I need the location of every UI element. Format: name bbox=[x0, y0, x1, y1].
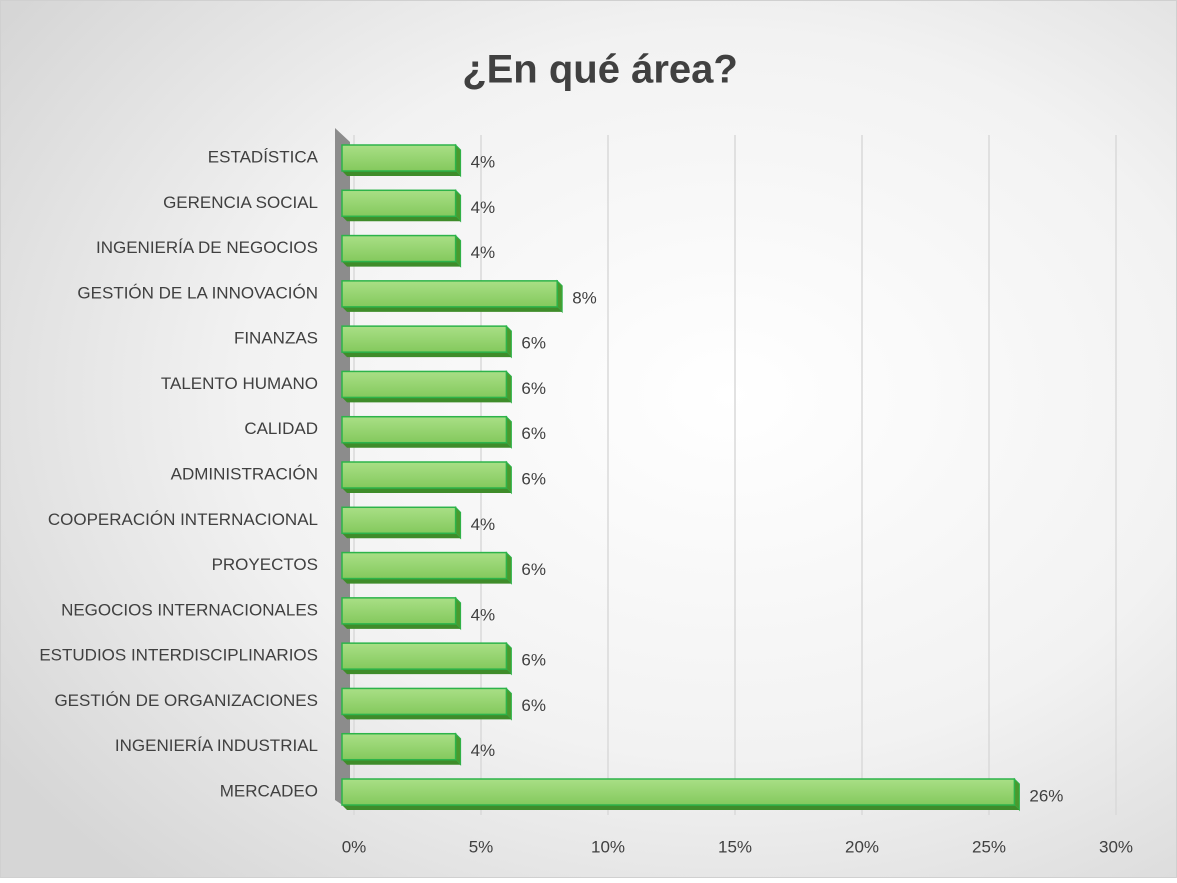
y-tick-label: PROYECTOS bbox=[212, 555, 318, 574]
bar-bottom bbox=[342, 578, 512, 584]
x-tick-label: 25% bbox=[972, 837, 1006, 856]
x-tick-label: 30% bbox=[1099, 837, 1133, 856]
chart-title: ¿En qué área? bbox=[462, 48, 738, 92]
bar bbox=[341, 597, 457, 625]
bar-side bbox=[556, 279, 563, 314]
bar-bottom bbox=[342, 352, 512, 358]
data-label: 6% bbox=[521, 696, 546, 715]
y-tick-label: GESTIÓN DE LA INNOVACIÓN bbox=[77, 283, 318, 302]
bar-bottom bbox=[342, 759, 461, 765]
x-tick-label: 20% bbox=[845, 837, 879, 856]
y-tick-label: ESTADÍSTICA bbox=[208, 147, 319, 166]
data-label: 6% bbox=[521, 560, 546, 579]
y-tick-label: INGENIERÍA INDUSTRIAL bbox=[115, 736, 318, 755]
bar-side bbox=[455, 189, 462, 223]
y-tick-label: GERENCIA SOCIAL bbox=[163, 193, 318, 212]
bar-side bbox=[455, 732, 462, 766]
bar bbox=[341, 280, 558, 308]
bar-bottom bbox=[342, 533, 461, 539]
x-tick-label: 15% bbox=[718, 837, 752, 856]
y-tick-label: CALIDAD bbox=[244, 419, 318, 438]
bar bbox=[341, 461, 508, 489]
data-label: 6% bbox=[521, 469, 546, 488]
y-tick-label: FINANZAS bbox=[234, 329, 318, 348]
bar-side bbox=[455, 506, 462, 540]
bar-bottom bbox=[342, 261, 461, 267]
bar-bottom bbox=[342, 442, 512, 448]
bar-side bbox=[455, 596, 462, 631]
bar bbox=[341, 687, 508, 716]
bar bbox=[341, 732, 457, 761]
bar bbox=[341, 506, 457, 535]
y-tick-label: ESTUDIOS INTERDISCIPLINARIOS bbox=[39, 646, 318, 665]
data-label: 6% bbox=[521, 651, 546, 670]
bar bbox=[341, 144, 457, 172]
bar-side bbox=[455, 234, 462, 268]
y-tick-label: COOPERACIÓN INTERNACIONAL bbox=[48, 510, 318, 529]
bar bbox=[341, 234, 457, 263]
y-tick-label: GESTIÓN DE ORGANIZACIONES bbox=[54, 691, 318, 710]
bar bbox=[341, 551, 508, 580]
bar-bottom bbox=[342, 669, 512, 675]
bar-bottom bbox=[342, 306, 563, 312]
y-tick-label: MERCADEO bbox=[220, 781, 318, 800]
bar bbox=[341, 778, 1016, 806]
bar bbox=[341, 325, 508, 353]
data-label: 6% bbox=[521, 334, 546, 353]
data-label: 26% bbox=[1029, 786, 1063, 805]
y-tick-label: TALENTO HUMANO bbox=[161, 374, 318, 393]
bar-side bbox=[455, 143, 462, 178]
data-label: 6% bbox=[521, 424, 546, 443]
data-label: 4% bbox=[471, 741, 496, 760]
bar bbox=[341, 370, 508, 399]
data-label: 6% bbox=[521, 379, 546, 398]
bar-bottom bbox=[342, 714, 512, 720]
bar bbox=[341, 415, 508, 444]
data-label: 4% bbox=[471, 605, 496, 624]
bar bbox=[341, 642, 508, 670]
data-label: 4% bbox=[471, 198, 496, 217]
x-tick-label: 0% bbox=[342, 837, 367, 856]
bar-bottom bbox=[342, 397, 512, 403]
bar-bottom bbox=[342, 488, 512, 493]
x-tick-label: 10% bbox=[591, 837, 625, 856]
x-tick-label: 5% bbox=[469, 837, 494, 856]
y-tick-label: NEGOCIOS INTERNACIONALES bbox=[61, 600, 318, 619]
data-label: 4% bbox=[471, 515, 496, 534]
data-label: 4% bbox=[471, 152, 496, 171]
bar-bottom bbox=[342, 623, 461, 629]
y-tick-label: INGENIERÍA DE NEGOCIOS bbox=[96, 238, 318, 257]
data-label: 4% bbox=[471, 243, 496, 262]
data-label: 8% bbox=[572, 288, 597, 307]
bar-bottom bbox=[342, 216, 461, 222]
bar bbox=[341, 189, 457, 218]
bar-bottom bbox=[342, 805, 1020, 810]
bar-bottom bbox=[342, 171, 461, 176]
y-tick-label: ADMINISTRACIÓN bbox=[171, 464, 318, 483]
